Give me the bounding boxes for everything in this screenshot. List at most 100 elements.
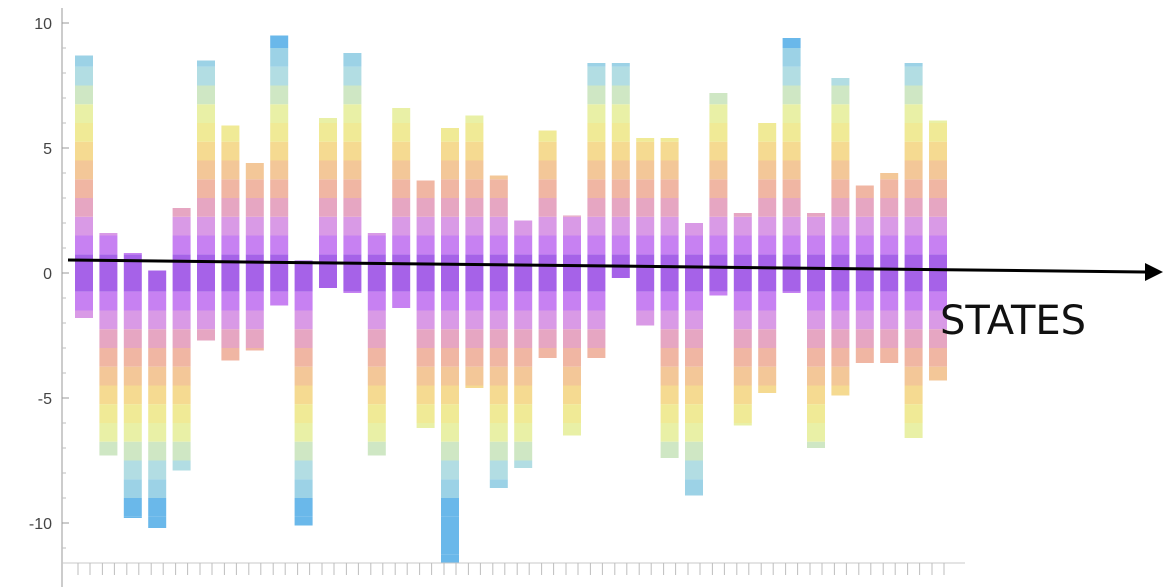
bar-segment xyxy=(831,385,850,396)
states-arrow-shaft xyxy=(67,258,1149,274)
bar-segment xyxy=(758,366,777,386)
bar-segment xyxy=(831,348,850,367)
bar-segment xyxy=(538,291,557,311)
bar-segment xyxy=(587,179,606,198)
bar-segment xyxy=(319,123,337,142)
bar-segment xyxy=(465,123,484,142)
bar-segment xyxy=(733,385,752,405)
bar-segment xyxy=(660,179,679,198)
bar-segment xyxy=(904,216,923,236)
bar-segment xyxy=(563,404,581,423)
bar-22 xyxy=(587,63,606,358)
bar-segment xyxy=(660,138,679,142)
bar-segment xyxy=(611,160,630,180)
bar-34 xyxy=(880,173,899,363)
bar-segment xyxy=(880,348,899,363)
bar-segment xyxy=(123,404,142,423)
bar-segment xyxy=(660,385,679,405)
bar-segment xyxy=(343,291,362,293)
bar-segment xyxy=(660,141,679,161)
bar-segment xyxy=(587,160,606,180)
bar-segment xyxy=(880,291,899,311)
bar-segment xyxy=(904,235,923,255)
bar-segment xyxy=(831,291,850,311)
bar-segment xyxy=(685,460,703,480)
bar-segment xyxy=(197,216,215,236)
bar-segment xyxy=(392,160,411,180)
bar-segment xyxy=(514,220,533,236)
bar-segment xyxy=(367,291,386,311)
bar-segment xyxy=(245,216,264,236)
bar-segment xyxy=(148,516,167,528)
bar-segment xyxy=(660,423,679,442)
bar-segment xyxy=(416,180,435,198)
bar-segment xyxy=(807,385,825,405)
bar-segment xyxy=(416,329,435,348)
bar-segment xyxy=(758,329,777,348)
bar-segment xyxy=(685,310,703,330)
bar-segment xyxy=(441,554,459,563)
bar-segment xyxy=(904,141,923,161)
bar-segment xyxy=(441,291,459,311)
bar-segment xyxy=(441,348,459,367)
bar-segment xyxy=(758,198,777,217)
bar-segment xyxy=(392,123,411,142)
y-tick-label: 5 xyxy=(43,141,52,158)
bar-segment xyxy=(270,291,289,306)
bar-segment xyxy=(636,310,655,326)
bar-segment xyxy=(294,498,313,517)
bar-segment xyxy=(148,291,167,311)
bar-segment xyxy=(807,423,825,442)
bar-segment xyxy=(831,141,850,161)
bar-segment xyxy=(75,216,93,236)
bar-4 xyxy=(148,270,167,528)
bar-segment xyxy=(855,273,874,292)
bar-segment xyxy=(245,310,264,330)
bar-segment xyxy=(416,310,435,330)
bar-segment xyxy=(416,235,435,255)
bar-segment xyxy=(75,198,93,217)
bar-segment xyxy=(294,441,313,461)
bar-segment xyxy=(294,423,313,442)
bar-segment xyxy=(904,273,923,292)
bar-segment xyxy=(538,141,557,161)
bar-segment xyxy=(904,404,923,423)
bar-segment xyxy=(441,460,459,480)
bar-segment xyxy=(611,273,630,278)
bar-segment xyxy=(929,198,947,217)
bar-segment xyxy=(660,273,679,292)
bar-segment xyxy=(416,348,435,367)
bar-segment xyxy=(172,366,191,386)
bar-segment xyxy=(123,516,142,518)
bar-segment xyxy=(270,160,289,180)
bar-segment xyxy=(197,60,215,67)
bar-segment xyxy=(709,104,728,123)
bar-segment xyxy=(929,123,947,142)
bar-segment xyxy=(685,385,703,405)
bar-segment xyxy=(660,216,679,236)
bar-segment xyxy=(929,141,947,161)
bar-segment xyxy=(880,273,899,292)
bar-segment xyxy=(733,235,752,255)
bar-segment xyxy=(221,329,240,348)
bar-segment xyxy=(685,366,703,386)
bar-segment xyxy=(441,128,459,142)
bar-segment xyxy=(514,348,533,367)
bar-segment xyxy=(587,63,606,67)
bar-segment xyxy=(148,479,167,498)
bar-segment xyxy=(441,216,459,236)
bar-segment xyxy=(367,310,386,330)
bar-segment xyxy=(221,198,240,217)
bar-19 xyxy=(514,220,533,468)
bar-segment xyxy=(343,53,362,67)
bar-segment xyxy=(563,291,581,311)
bar-segment xyxy=(904,423,923,438)
bar-segment xyxy=(563,329,581,348)
bar-segment xyxy=(904,198,923,217)
bar-segment xyxy=(636,141,655,161)
bar-segment xyxy=(831,160,850,180)
bar-segment xyxy=(270,66,289,86)
bar-segment xyxy=(465,310,484,330)
bar-segment xyxy=(855,291,874,311)
bar-segment xyxy=(685,291,703,311)
